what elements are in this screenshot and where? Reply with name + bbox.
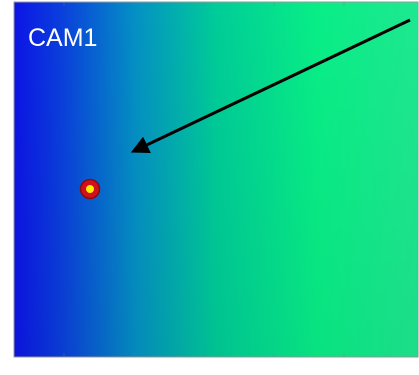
- page: {"panel": {"label": "CAM1"}} CAM1: [0, 0, 419, 375]
- field-shade: [14, 2, 418, 357]
- camera-label: CAM1: [28, 24, 97, 52]
- camera-panel: CAM1: [0, 0, 419, 375]
- target-center: [86, 185, 94, 193]
